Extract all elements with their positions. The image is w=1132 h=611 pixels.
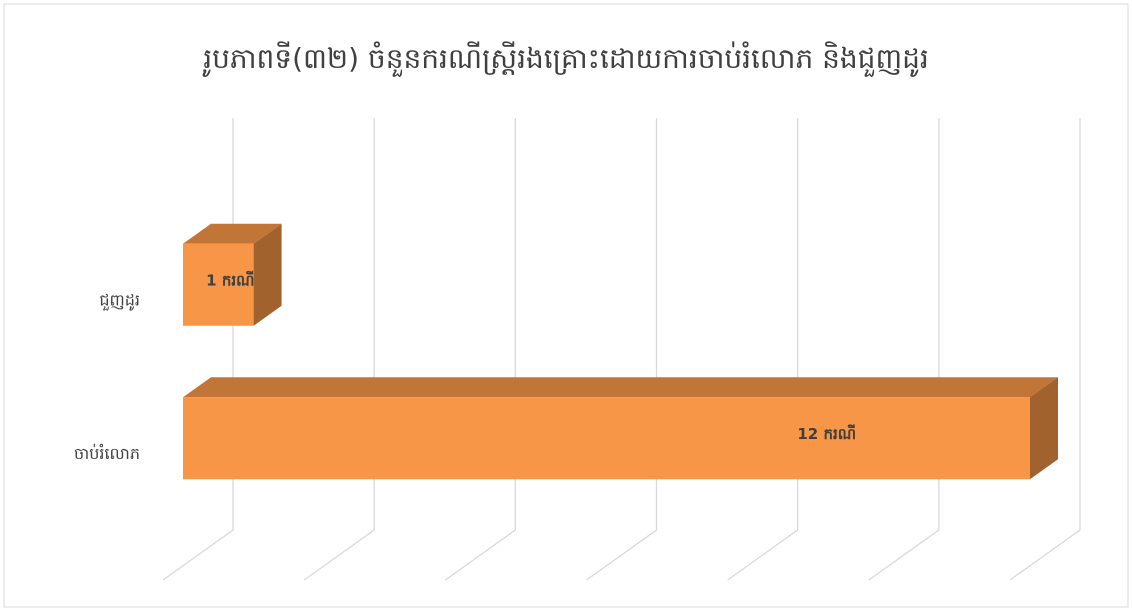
chart-border — [3, 3, 1129, 608]
grid-line — [444, 118, 516, 581]
bar-top — [183, 377, 1058, 398]
y-tick-label: ចាប់រំលោភ — [74, 443, 140, 463]
bar-front — [183, 243, 254, 326]
grid-line — [303, 118, 375, 581]
bar-side — [253, 223, 282, 326]
grid-line — [727, 118, 799, 581]
chart-title: រូបភាពទី(៣២) ចំនួនករណីស្ត្រីរងគ្រោះដោយកា… — [202, 41, 929, 77]
bar-top — [183, 223, 282, 244]
y-tick-label: ជួញដូរ — [99, 290, 140, 311]
grid-line — [1009, 118, 1081, 581]
bar — [183, 223, 282, 326]
bar — [183, 377, 1058, 480]
bar-side — [1030, 377, 1058, 480]
data-label: 12 ករណី — [797, 424, 856, 443]
grid-line — [868, 118, 940, 581]
grid-line — [586, 118, 658, 581]
bar-front — [183, 397, 1030, 480]
data-label: 1 ករណី — [206, 270, 254, 289]
